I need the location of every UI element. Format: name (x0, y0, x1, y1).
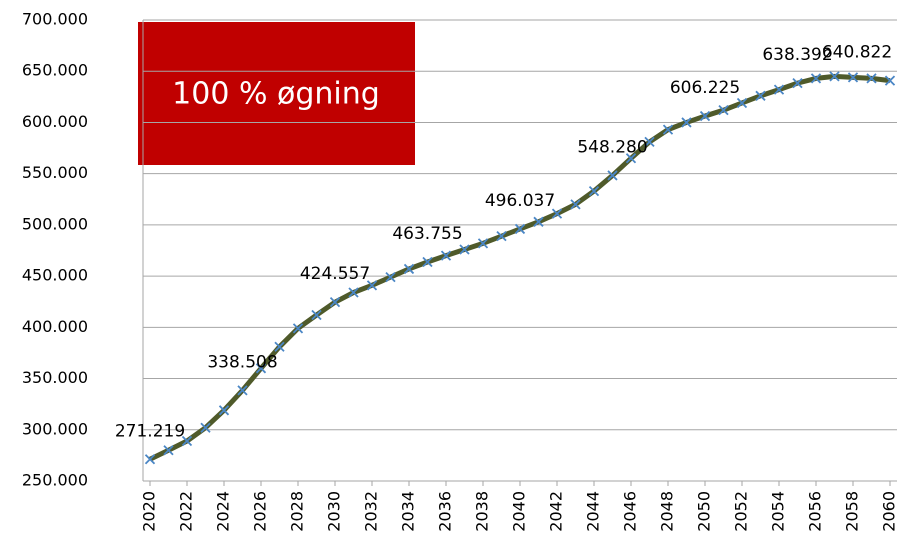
value-label: 606.225 (670, 78, 740, 98)
value-label: 640.822 (822, 43, 892, 63)
y-tick-label: 700.000 (22, 10, 88, 29)
marker (329, 297, 341, 308)
marker (348, 287, 359, 298)
x-tick-label: 2028 (288, 491, 307, 532)
marker (718, 105, 729, 116)
value-label: 463.755 (392, 224, 462, 244)
marker (570, 199, 581, 210)
y-tick-label: 250.000 (22, 471, 88, 490)
x-tick-label: 2046 (621, 491, 640, 532)
marker (366, 280, 378, 291)
y-tick-label: 550.000 (22, 163, 88, 182)
marker (866, 73, 877, 84)
x-tick-label: 2038 (473, 491, 492, 532)
marker (514, 223, 526, 235)
value-label: 638.392 (762, 45, 832, 65)
marker (847, 72, 859, 83)
marker (440, 250, 452, 261)
y-tick-label: 450.000 (22, 266, 88, 285)
x-tick-label: 2032 (362, 491, 381, 532)
value-label: 338.508 (207, 352, 277, 372)
x-tick-label: 2044 (584, 491, 603, 532)
x-tick-label: 2022 (177, 491, 196, 532)
y-tick-label: 300.000 (22, 419, 88, 438)
marker (477, 238, 489, 249)
marker (292, 323, 304, 334)
marker (255, 363, 267, 374)
marker (144, 454, 156, 465)
marker (588, 185, 600, 197)
marker (274, 341, 285, 352)
marker (773, 84, 785, 95)
marker (792, 77, 803, 89)
plot: 250.000 300.000 350.000 400.000 450.000 500.0… (22, 10, 899, 532)
value-label: 424.557 (300, 264, 370, 284)
marker (200, 422, 211, 433)
marker (662, 124, 674, 135)
marker (385, 271, 396, 283)
y-tick-label: 600.000 (22, 112, 88, 131)
x-tick-label: 2024 (214, 491, 233, 532)
marker (699, 110, 711, 122)
x-tick-label: 2052 (732, 491, 751, 532)
value-label: 496.037 (485, 191, 555, 211)
x-tick-label: 2048 (658, 491, 677, 532)
annotation: 100 % øgning (172, 77, 380, 112)
annotation-box (138, 22, 415, 165)
value-label: 548.280 (577, 137, 647, 157)
y-tick-label: 400.000 (22, 317, 88, 336)
x-tick-label: 2058 (843, 491, 862, 532)
marker (607, 170, 618, 181)
marker (181, 435, 193, 447)
x-tick-label: 2020 (140, 491, 159, 532)
marker (218, 405, 230, 416)
marker (459, 244, 470, 255)
x-tick-label: 2040 (510, 491, 529, 532)
x-tick-label: 2042 (547, 491, 566, 532)
x-tick-label: 2034 (399, 491, 418, 532)
y-tick-label: 500.000 (22, 214, 88, 233)
marker (551, 208, 563, 219)
marker (496, 231, 507, 242)
x-tick-label: 2056 (806, 491, 825, 532)
marker (736, 97, 748, 109)
x-tick-label: 2060 (880, 491, 899, 532)
x-tick-label: 2036 (436, 491, 455, 532)
marker (403, 263, 415, 275)
marker (311, 309, 322, 321)
marker (533, 216, 544, 227)
marker (755, 90, 766, 101)
y-tick-label: 350.000 (22, 368, 88, 387)
marker (810, 73, 822, 84)
marker (237, 385, 248, 396)
x-tick-label: 2026 (251, 491, 270, 532)
marker (829, 71, 840, 82)
y-tick-label: 650.000 (22, 61, 88, 80)
x-tick-label: 2030 (325, 491, 344, 532)
value-label: 271.219 (115, 421, 185, 441)
marker (884, 75, 896, 86)
marker (644, 136, 655, 148)
x-tick-label: 2050 (695, 491, 714, 532)
marker (422, 256, 433, 268)
x-tick-label: 2054 (769, 491, 788, 532)
marker (681, 117, 692, 128)
marker (625, 153, 637, 164)
marker (163, 445, 174, 456)
